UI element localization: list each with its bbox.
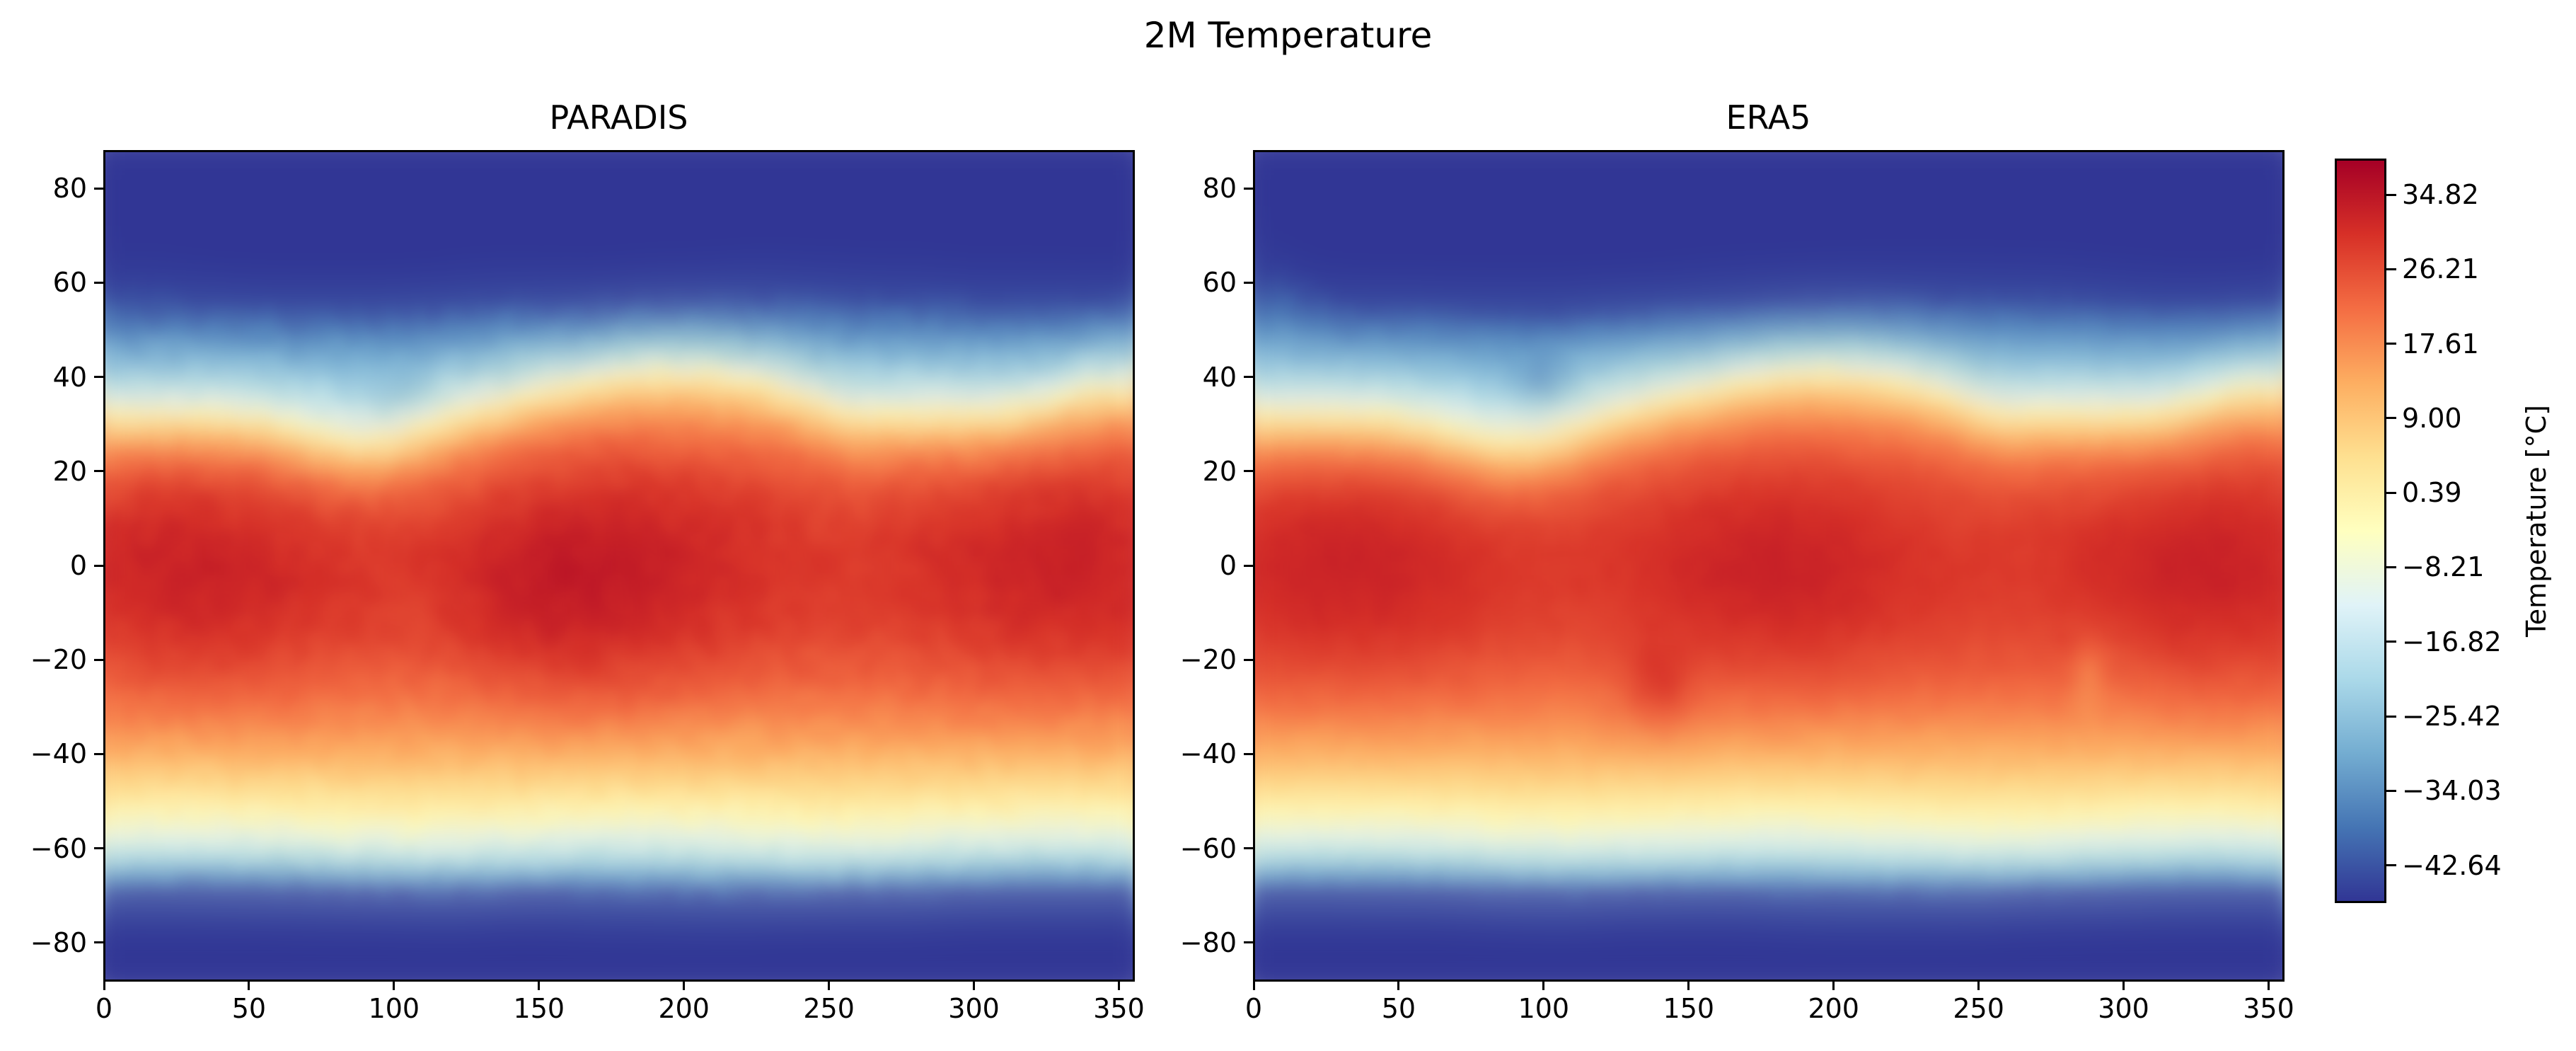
- y-tick-label-0-1: −60: [30, 832, 87, 864]
- x-tick-label-1-1: 50: [1381, 993, 1416, 1024]
- x-tick-mark-0-6: [973, 980, 976, 990]
- x-tick-label-0-1: 50: [231, 993, 267, 1024]
- y-tick-mark-0-4: [94, 564, 104, 567]
- colorbar-tick-label-0: −42.64: [2402, 849, 2502, 881]
- colorbar-tick-mark-4: [2386, 565, 2396, 568]
- y-tick-label-1-1: −60: [1179, 832, 1237, 864]
- y-tick-label-1-3: −20: [1179, 644, 1237, 676]
- y-tick-label-1-8: 80: [1202, 173, 1237, 205]
- x-tick-label-0-5: 250: [803, 993, 855, 1024]
- y-tick-label-1-6: 40: [1202, 361, 1237, 393]
- colorbar-tick-label-9: 34.82: [2402, 179, 2479, 211]
- temperature-detail-paradis: [104, 151, 1133, 980]
- y-tick-label-1-7: 60: [1202, 267, 1237, 299]
- colorbar-tick-label-1: −34.03: [2402, 775, 2502, 807]
- colorbar-tick-mark-3: [2386, 641, 2396, 643]
- y-tick-label-0-7: 60: [52, 267, 87, 299]
- y-tick-mark-1-8: [1244, 187, 1254, 190]
- x-tick-mark-0-2: [393, 980, 395, 990]
- colorbar-tick-mark-1: [2386, 789, 2396, 792]
- x-tick-label-0-2: 100: [368, 993, 420, 1024]
- y-tick-mark-0-8: [94, 187, 104, 190]
- y-tick-mark-0-1: [94, 847, 104, 850]
- y-tick-label-0-8: 80: [52, 173, 87, 205]
- colorbar-tick-mark-9: [2386, 193, 2396, 196]
- heatmap-era5: [1254, 151, 2283, 980]
- heatmap-paradis: [104, 151, 1133, 980]
- y-tick-mark-0-7: [94, 281, 104, 284]
- y-tick-mark-1-1: [1244, 847, 1254, 850]
- y-tick-mark-0-2: [94, 752, 104, 755]
- x-tick-label-0-7: 350: [1093, 993, 1145, 1024]
- colorbar-tick-label-8: 26.21: [2402, 253, 2479, 285]
- colorbar-tick-label-4: −8.21: [2402, 551, 2485, 583]
- x-tick-mark-0-7: [1118, 980, 1120, 990]
- x-tick-label-0-4: 200: [658, 993, 710, 1024]
- colorbar-tick-label-7: 17.61: [2402, 328, 2479, 360]
- colorbar-tick-label-6: 9.00: [2402, 402, 2462, 434]
- x-tick-mark-0-3: [538, 980, 541, 990]
- x-tick-label-0-0: 0: [95, 993, 113, 1024]
- colorbar-tick-mark-6: [2386, 417, 2396, 420]
- colorbar-tick-mark-7: [2386, 343, 2396, 345]
- colorbar-label: Temperature [°C]: [2521, 405, 2552, 637]
- colorbar-tick-mark-0: [2386, 864, 2396, 867]
- y-tick-mark-1-3: [1244, 658, 1254, 661]
- y-tick-mark-1-0: [1244, 941, 1254, 944]
- y-tick-mark-1-5: [1244, 470, 1254, 473]
- y-tick-mark-0-0: [94, 941, 104, 944]
- x-tick-mark-1-2: [1542, 980, 1545, 990]
- y-tick-label-1-4: 0: [1219, 550, 1237, 581]
- panel-title-paradis: PARADIS: [549, 98, 688, 137]
- x-tick-mark-0-4: [683, 980, 686, 990]
- x-tick-label-1-4: 200: [1808, 993, 1859, 1024]
- x-tick-mark-1-7: [2268, 980, 2270, 990]
- x-tick-mark-0-1: [248, 980, 250, 990]
- y-tick-label-1-0: −80: [1179, 926, 1237, 958]
- colorbar-tick-label-3: −16.82: [2402, 626, 2502, 657]
- y-tick-mark-1-6: [1244, 376, 1254, 379]
- colorbar-tick-mark-5: [2386, 491, 2396, 494]
- y-tick-label-0-6: 40: [52, 361, 87, 393]
- x-tick-label-1-2: 100: [1518, 993, 1570, 1024]
- x-tick-mark-0-5: [828, 980, 831, 990]
- colorbar-tick-label-2: −25.42: [2402, 701, 2502, 733]
- y-tick-label-1-2: −40: [1179, 738, 1237, 770]
- y-tick-mark-1-2: [1244, 752, 1254, 755]
- y-tick-mark-1-7: [1244, 281, 1254, 284]
- x-tick-mark-1-3: [1687, 980, 1690, 990]
- colorbar: [2335, 159, 2386, 903]
- figure-title: 2M Temperature: [1143, 15, 1433, 56]
- y-tick-mark-0-6: [94, 376, 104, 379]
- temperature-detail-era5: [1254, 151, 2283, 980]
- x-tick-mark-1-5: [1977, 980, 1980, 990]
- panel-title-era5: ERA5: [1726, 98, 1811, 137]
- y-tick-label-1-5: 20: [1202, 455, 1237, 487]
- y-tick-label-0-0: −80: [30, 926, 87, 958]
- y-tick-mark-0-5: [94, 470, 104, 473]
- x-tick-label-1-5: 250: [1953, 993, 2004, 1024]
- x-tick-label-1-7: 350: [2243, 993, 2294, 1024]
- x-tick-mark-1-6: [2122, 980, 2125, 990]
- y-tick-mark-1-4: [1244, 564, 1254, 567]
- x-tick-label-1-6: 300: [2098, 993, 2149, 1024]
- x-tick-mark-1-1: [1397, 980, 1400, 990]
- x-tick-mark-1-4: [1832, 980, 1835, 990]
- x-tick-mark-1-0: [1252, 980, 1255, 990]
- colorbar-tick-label-5: 0.39: [2402, 477, 2462, 509]
- y-tick-label-0-3: −20: [30, 644, 87, 676]
- y-tick-label-0-4: 0: [69, 550, 87, 581]
- y-tick-mark-0-3: [94, 658, 104, 661]
- y-tick-label-0-5: 20: [52, 455, 87, 487]
- y-tick-label-0-2: −40: [30, 738, 87, 770]
- x-tick-mark-0-0: [103, 980, 105, 990]
- x-tick-label-1-3: 150: [1663, 993, 1715, 1024]
- x-tick-label-0-6: 300: [948, 993, 1000, 1024]
- colorbar-tick-mark-2: [2386, 715, 2396, 718]
- x-tick-label-0-3: 150: [513, 993, 565, 1024]
- x-tick-label-1-0: 0: [1244, 993, 1263, 1024]
- colorbar-tick-mark-8: [2386, 268, 2396, 270]
